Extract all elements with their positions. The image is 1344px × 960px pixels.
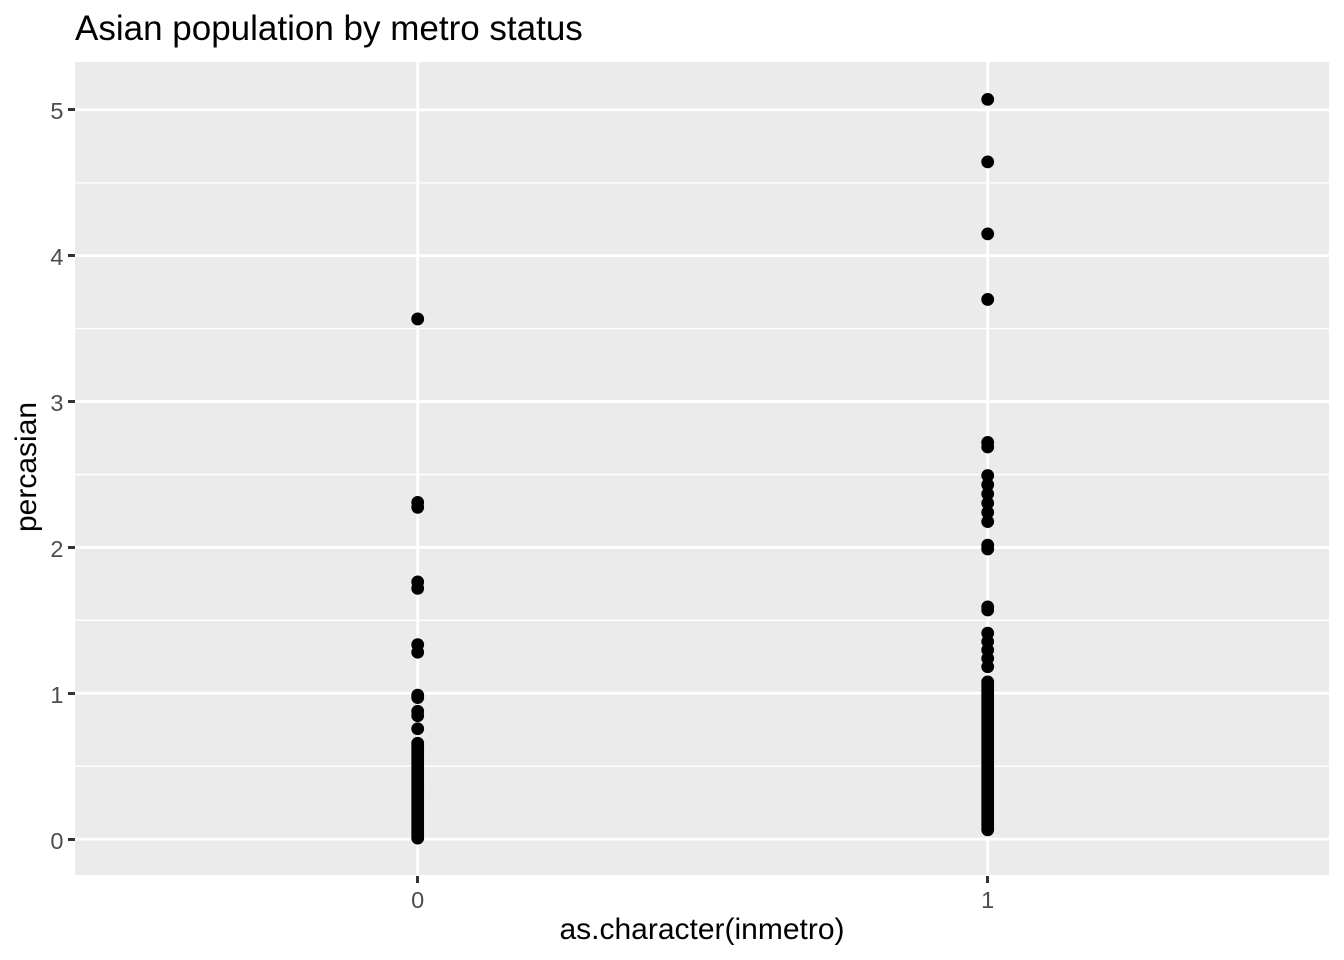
y-tick-label: 0 [50, 827, 64, 854]
data-point [981, 660, 995, 674]
data-point [981, 227, 995, 241]
data-point [981, 487, 995, 501]
data-point [411, 581, 425, 595]
y-axis-tick [68, 837, 76, 841]
x-axis-tick [986, 875, 990, 883]
data-point [411, 312, 425, 326]
data-point [981, 293, 995, 306]
data-point [981, 603, 995, 617]
x-axis-title: as.character(inmetro) [559, 912, 845, 946]
data-point [411, 709, 425, 723]
y-tick-label: 3 [50, 390, 64, 417]
data-point [981, 478, 995, 492]
data-point [981, 92, 995, 106]
data-point [411, 722, 425, 736]
y-tick-label: 2 [50, 535, 64, 562]
y-tick-label: 5 [50, 98, 64, 125]
plot-panel [75, 62, 1329, 875]
data-point [411, 500, 425, 514]
y-axis-tick [68, 545, 76, 549]
y-tick-label: 4 [50, 244, 64, 271]
data-point [981, 823, 995, 837]
y-axis-tick [68, 400, 76, 404]
data-point [981, 469, 995, 482]
data-point [981, 505, 995, 519]
data-point [981, 440, 995, 454]
data-point [411, 645, 425, 659]
x-tick-label: 1 [981, 887, 995, 913]
data-point [411, 691, 425, 705]
y-axis-title: percasian [9, 401, 43, 533]
data-point [981, 542, 995, 556]
x-tick-label: 0 [411, 887, 425, 913]
data-point [981, 496, 995, 510]
y-axis-tick [68, 108, 76, 112]
plot-title: Asian population by metro status [75, 8, 583, 48]
y-axis-tick [68, 691, 76, 695]
panel-canvas [75, 62, 1329, 875]
x-axis-tick [416, 875, 420, 883]
y-tick-label: 1 [50, 681, 64, 708]
y-axis-tick [68, 254, 76, 258]
data-point [981, 155, 995, 169]
data-point [411, 831, 425, 845]
data-point [981, 515, 995, 528]
